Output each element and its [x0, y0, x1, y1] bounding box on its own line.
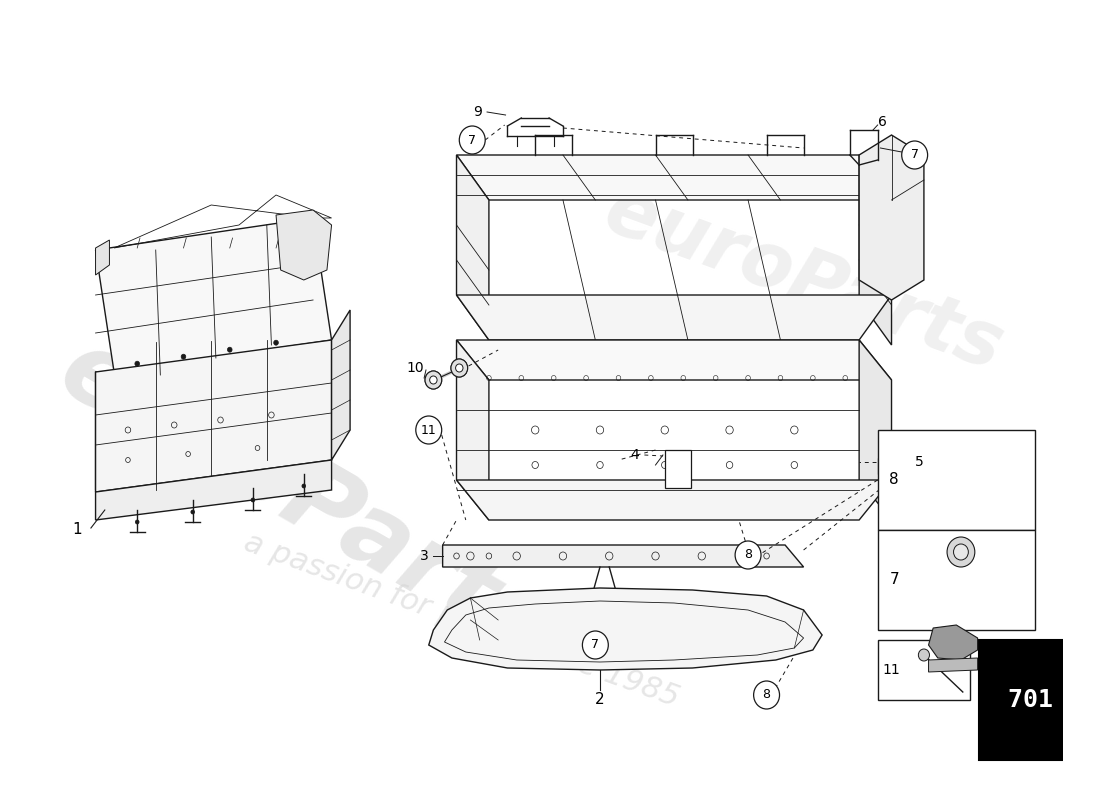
Circle shape [430, 376, 437, 384]
Circle shape [251, 498, 255, 502]
Polygon shape [456, 155, 488, 340]
Polygon shape [96, 372, 114, 510]
Circle shape [455, 364, 463, 372]
Circle shape [754, 681, 780, 709]
Circle shape [274, 340, 278, 346]
Circle shape [182, 354, 186, 359]
Text: 3: 3 [420, 549, 429, 563]
Polygon shape [456, 295, 891, 340]
Polygon shape [96, 340, 331, 492]
Text: 2: 2 [595, 693, 605, 707]
Text: 11: 11 [421, 423, 437, 437]
FancyBboxPatch shape [878, 640, 970, 700]
Polygon shape [456, 480, 891, 520]
Circle shape [735, 541, 761, 569]
Circle shape [425, 371, 442, 389]
Circle shape [425, 371, 442, 389]
Circle shape [429, 375, 438, 385]
Text: 701 01: 701 01 [1009, 688, 1099, 712]
Text: 4: 4 [630, 448, 639, 462]
Text: a passion for parts since 1985: a passion for parts since 1985 [240, 527, 683, 713]
Polygon shape [456, 340, 488, 520]
Text: 7: 7 [911, 149, 918, 162]
Polygon shape [96, 240, 109, 275]
Polygon shape [442, 545, 804, 567]
Polygon shape [859, 135, 924, 300]
Text: 7: 7 [890, 573, 899, 587]
Circle shape [451, 359, 468, 377]
Polygon shape [859, 155, 891, 345]
FancyBboxPatch shape [878, 458, 898, 474]
Circle shape [918, 649, 930, 661]
Text: 6: 6 [878, 115, 887, 129]
Polygon shape [96, 218, 331, 372]
Text: 8: 8 [744, 549, 752, 562]
Text: 7: 7 [592, 638, 600, 651]
Text: 1: 1 [73, 522, 81, 538]
FancyBboxPatch shape [664, 450, 691, 488]
Text: 8: 8 [890, 473, 899, 487]
Circle shape [416, 416, 442, 444]
Polygon shape [456, 340, 891, 380]
Circle shape [454, 363, 464, 373]
Circle shape [954, 544, 968, 560]
Circle shape [302, 484, 306, 488]
Polygon shape [331, 310, 350, 460]
FancyBboxPatch shape [979, 640, 1100, 760]
FancyBboxPatch shape [878, 430, 1035, 530]
Circle shape [451, 359, 468, 377]
Circle shape [460, 126, 485, 154]
Polygon shape [276, 210, 331, 280]
Text: 5: 5 [915, 455, 924, 469]
Text: 10: 10 [406, 361, 424, 375]
Circle shape [957, 511, 965, 519]
Text: euroParts: euroParts [594, 174, 1013, 386]
Circle shape [191, 510, 195, 514]
Circle shape [582, 631, 608, 659]
Text: 9: 9 [473, 105, 482, 119]
Circle shape [135, 362, 140, 366]
Text: 8: 8 [762, 689, 771, 702]
Text: 11: 11 [882, 663, 901, 677]
Polygon shape [859, 340, 891, 520]
Polygon shape [96, 460, 331, 520]
Polygon shape [928, 625, 978, 660]
Circle shape [228, 347, 232, 352]
Circle shape [135, 520, 139, 524]
Text: euroParts: euroParts [42, 321, 565, 679]
FancyBboxPatch shape [878, 530, 1035, 630]
Polygon shape [928, 658, 978, 672]
Circle shape [902, 141, 927, 169]
Polygon shape [429, 588, 822, 670]
Text: 7: 7 [469, 134, 476, 146]
Circle shape [947, 537, 975, 567]
Polygon shape [456, 155, 891, 200]
